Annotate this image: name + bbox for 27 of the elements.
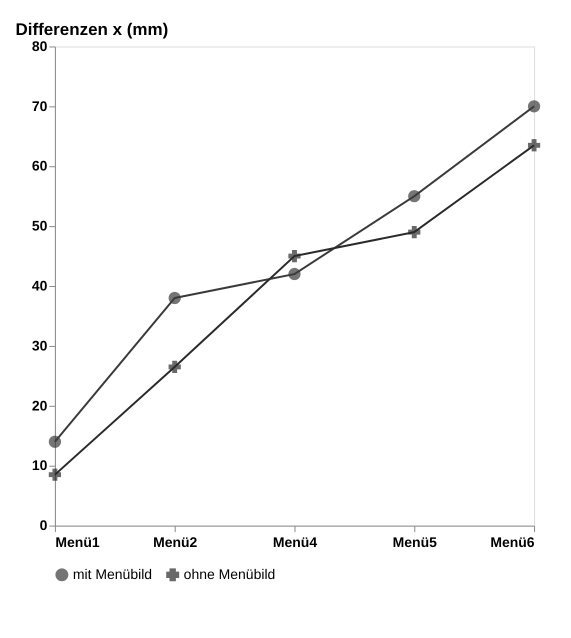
y-tick-label: 0 bbox=[40, 517, 48, 534]
y-tick-label: 10 bbox=[32, 457, 48, 474]
point bbox=[528, 100, 540, 112]
point bbox=[288, 250, 301, 262]
point bbox=[408, 226, 420, 238]
legend-label: ohne Menübild bbox=[184, 566, 276, 582]
x-tick-label: Menü2 bbox=[153, 534, 198, 550]
y-tick-label: 70 bbox=[32, 98, 48, 114]
x-tick-label: Menü1 bbox=[55, 534, 100, 550]
y-tick-label: 80 bbox=[32, 38, 48, 54]
y-tick-label: 60 bbox=[32, 158, 48, 174]
point bbox=[168, 292, 181, 304]
y-tick-label: 40 bbox=[32, 278, 48, 294]
y-tick-label: 30 bbox=[32, 337, 48, 354]
point bbox=[408, 190, 420, 202]
point bbox=[168, 360, 181, 373]
x-tick-label: Menü6 bbox=[490, 534, 535, 550]
legend-label: mit Menübild bbox=[72, 566, 152, 582]
point bbox=[528, 139, 540, 152]
point bbox=[288, 268, 301, 280]
y-tick-label: 20 bbox=[32, 397, 48, 414]
point bbox=[48, 468, 62, 481]
x-tick-label: Menü5 bbox=[392, 534, 438, 550]
y-tick-label: 50 bbox=[32, 218, 48, 234]
x-tick-label: Menü4 bbox=[272, 534, 318, 550]
point bbox=[48, 436, 62, 448]
y-axis-title: Differenzen x (mm) bbox=[15, 20, 168, 39]
